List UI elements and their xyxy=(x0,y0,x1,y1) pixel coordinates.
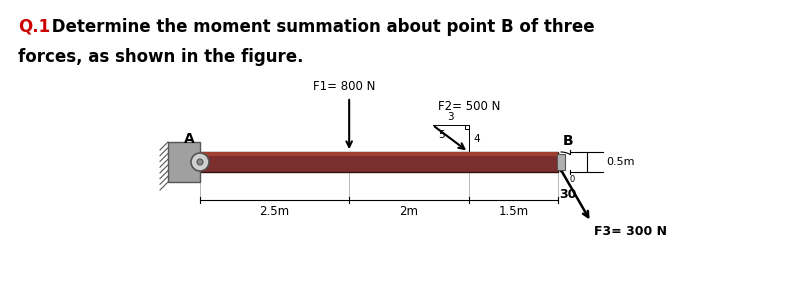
Text: F1= 800 N: F1= 800 N xyxy=(313,80,375,93)
Text: 2m: 2m xyxy=(399,205,418,218)
Text: forces, as shown in the figure.: forces, as shown in the figure. xyxy=(18,48,303,66)
Text: F2= 500 N: F2= 500 N xyxy=(438,100,500,113)
Text: 3: 3 xyxy=(447,112,454,122)
Text: Q.1: Q.1 xyxy=(18,18,50,36)
Text: 4: 4 xyxy=(474,133,480,144)
Text: 5: 5 xyxy=(438,130,445,140)
Bar xyxy=(557,154,565,170)
Text: 30: 30 xyxy=(559,188,576,201)
Text: 2.5m: 2.5m xyxy=(259,205,290,218)
Circle shape xyxy=(197,159,203,165)
Text: 1.5m: 1.5m xyxy=(498,205,528,218)
Text: B: B xyxy=(563,134,574,148)
Bar xyxy=(200,152,558,156)
Bar xyxy=(168,142,200,182)
Text: A: A xyxy=(184,132,195,146)
Circle shape xyxy=(191,153,209,171)
Text: F3= 300 N: F3= 300 N xyxy=(594,225,667,238)
Bar xyxy=(200,152,558,172)
Text: 0: 0 xyxy=(569,175,574,184)
Text: Determine the moment summation about point B of three: Determine the moment summation about poi… xyxy=(46,18,594,36)
Text: 0.5m: 0.5m xyxy=(606,157,634,167)
